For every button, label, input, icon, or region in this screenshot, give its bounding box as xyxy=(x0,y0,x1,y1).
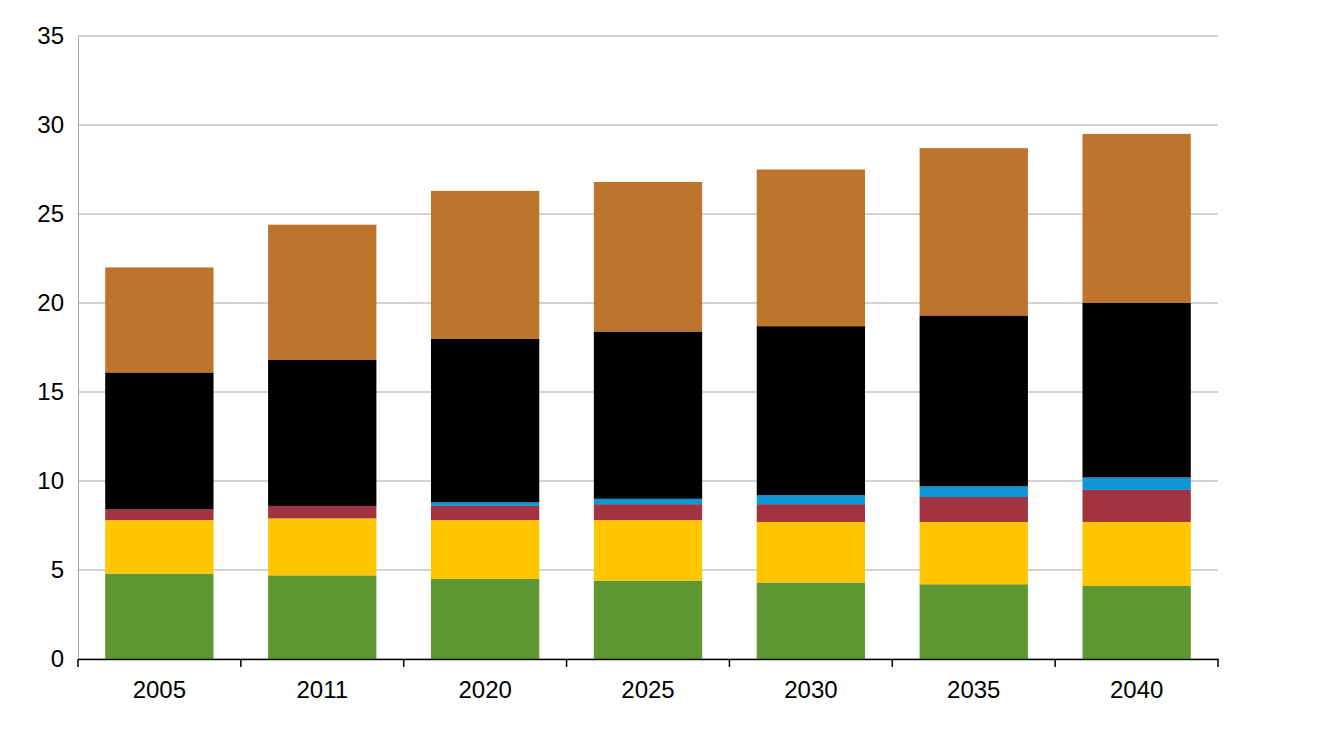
bar-segment xyxy=(105,520,213,573)
bar-segment xyxy=(757,495,865,504)
x-tick-label: 2020 xyxy=(458,676,511,703)
bar-segment xyxy=(268,518,376,575)
series xyxy=(105,574,1191,659)
bar-segment xyxy=(594,520,702,581)
y-tick: 25 xyxy=(37,200,78,227)
grid xyxy=(78,36,1218,659)
bar-segment xyxy=(920,497,1028,522)
plot: 0510152025303520052011202020252030203520… xyxy=(37,22,1218,703)
bar-segment xyxy=(1082,522,1190,586)
bar-segment xyxy=(1082,134,1190,303)
y-tick: 20 xyxy=(37,289,78,316)
bar-segment xyxy=(594,581,702,659)
bar-segment xyxy=(757,504,865,522)
bar-segment xyxy=(920,486,1028,497)
bar-segment xyxy=(105,509,213,520)
bars xyxy=(105,134,1191,659)
bar-segment xyxy=(268,360,376,506)
x-tick-label: 2040 xyxy=(1110,676,1163,703)
x-tick: 2035 xyxy=(947,659,1000,703)
grid-line xyxy=(78,36,1218,37)
x-tick: 2011 xyxy=(296,659,348,703)
x-tick-label: 2011 xyxy=(296,676,348,703)
category-separator xyxy=(403,659,405,667)
bar-segment xyxy=(920,584,1028,659)
bar-segment xyxy=(757,170,865,327)
category-separator xyxy=(566,659,568,667)
bar-segment xyxy=(431,502,539,506)
category-separator xyxy=(77,659,79,667)
x-tick: 2005 xyxy=(133,659,186,703)
y-tick-label: 0 xyxy=(51,645,64,672)
bar-segment xyxy=(594,182,702,332)
bar-segment xyxy=(757,522,865,583)
bar-segment xyxy=(1082,303,1190,477)
series xyxy=(105,134,1191,373)
x-tick-label: 2035 xyxy=(947,676,1000,703)
chart: 0510152025303520052011202020252030203520… xyxy=(0,0,1320,735)
bar-segment xyxy=(268,575,376,659)
x-tick: 2040 xyxy=(1110,659,1163,703)
x-tick-label: 2030 xyxy=(784,676,837,703)
y-tick-label: 25 xyxy=(37,200,64,227)
category-separator xyxy=(729,659,731,667)
y-tick: 0 xyxy=(51,645,78,672)
x-tick-label: 2005 xyxy=(133,676,186,703)
x-tick: 2030 xyxy=(784,659,837,703)
y-tick: 15 xyxy=(37,378,78,405)
y-axis: 0 5 10 15 20 25 30 35 xyxy=(37,22,78,672)
y-tick-label: 10 xyxy=(37,467,64,494)
bar-segment xyxy=(920,148,1028,315)
bar-segment xyxy=(1082,586,1190,659)
series xyxy=(105,518,1191,586)
y-tick-label: 30 xyxy=(37,111,64,138)
bar-segment xyxy=(757,582,865,659)
y-axis-line xyxy=(78,37,79,660)
bar-segment xyxy=(1082,477,1190,489)
bar-segment xyxy=(1082,490,1190,522)
x-axis-line xyxy=(79,659,1219,661)
bar-segment xyxy=(431,579,539,659)
bar-segment xyxy=(431,506,539,520)
x-tick-label: 2025 xyxy=(621,676,674,703)
bar-segment xyxy=(594,331,702,498)
bar-segment xyxy=(594,504,702,520)
grid-line xyxy=(78,125,1218,126)
bar-segment xyxy=(431,339,539,503)
y-tick-label: 15 xyxy=(37,378,64,405)
y-tick: 5 xyxy=(51,556,78,583)
bar-segment xyxy=(920,315,1028,486)
bar-segment xyxy=(431,520,539,579)
series xyxy=(105,303,1191,509)
y-tick-label: 20 xyxy=(37,289,64,316)
category-separators xyxy=(78,659,1218,667)
x-tick: 2020 xyxy=(458,659,511,703)
x-tick: 2025 xyxy=(621,659,674,703)
y-tick: 30 xyxy=(37,111,78,138)
bar-segment xyxy=(105,372,213,509)
x-axis: 2005 2011 2020 2025 2030 2035 2040 xyxy=(79,659,1219,703)
bar-segment xyxy=(105,574,213,659)
bar-segment xyxy=(594,499,702,504)
bar-segment xyxy=(920,522,1028,584)
category-separator xyxy=(1054,659,1056,667)
bar-segment xyxy=(268,225,376,360)
bar-segment xyxy=(757,326,865,495)
category-separator xyxy=(892,659,894,667)
bar-segment xyxy=(105,267,213,372)
y-tick: 10 xyxy=(37,467,78,494)
y-tick-label: 5 xyxy=(51,556,64,583)
bar-segment xyxy=(268,506,376,518)
y-tick-label: 35 xyxy=(37,22,64,49)
category-separator xyxy=(1217,659,1219,667)
category-separator xyxy=(240,659,242,667)
y-tick: 35 xyxy=(37,22,78,49)
bar-segment xyxy=(431,191,539,339)
